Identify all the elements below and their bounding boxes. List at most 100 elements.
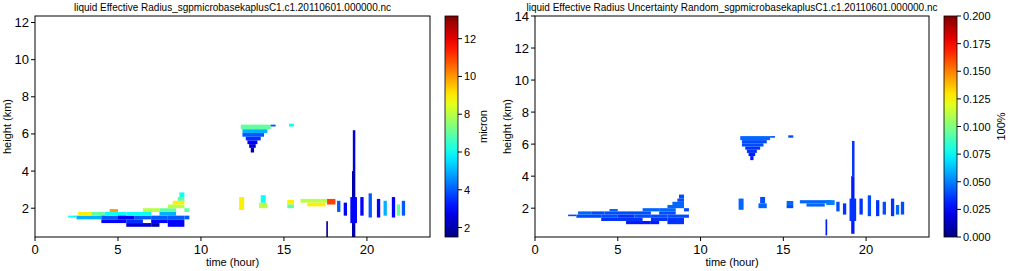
colorbar-tick-label: 0.075: [963, 148, 991, 160]
title: liquid Effective Radius_sgpmicrobasekapl…: [74, 2, 391, 13]
cell: [151, 223, 159, 227]
cell: [868, 195, 871, 216]
colorbar: [944, 16, 957, 237]
colorbar-tick: [957, 126, 961, 127]
cell: [740, 136, 770, 140]
colorbar-tick-label: 2: [464, 222, 470, 234]
cell: [679, 195, 684, 199]
cell: [384, 201, 387, 216]
cells: [568, 135, 904, 235]
cells: [68, 124, 405, 237]
x-tick-label: 0: [31, 242, 38, 257]
cell: [859, 199, 862, 215]
x-tick-label: 0: [531, 242, 538, 257]
cell: [684, 215, 689, 218]
y-tick: [31, 133, 35, 134]
y-tick-label: 4: [22, 164, 29, 179]
cell: [402, 201, 405, 216]
y-tick: [531, 80, 535, 81]
y-tick-label: 2: [522, 201, 529, 216]
cell: [609, 209, 617, 211]
colorbar-tick: [957, 154, 961, 155]
y-tick: [531, 16, 535, 17]
cell: [287, 205, 294, 209]
cell: [739, 199, 744, 210]
cell: [626, 211, 651, 214]
y-tick-label: 6: [22, 126, 29, 141]
cell: [618, 215, 635, 218]
colorbar-tick-label: 0.100: [963, 121, 991, 133]
y-tick: [531, 176, 535, 177]
x-tick: [35, 237, 36, 241]
cell: [667, 215, 684, 218]
y-tick: [531, 208, 535, 209]
cell: [76, 216, 101, 220]
x-tick: [700, 237, 701, 241]
y-tick-label: 8: [22, 89, 29, 104]
cell: [168, 205, 185, 209]
colorbar-tick-label: 12: [464, 33, 476, 45]
colorbar-tick: [957, 16, 961, 17]
x-tick-label: 5: [614, 242, 621, 257]
cell: [634, 215, 651, 218]
cell: [651, 221, 659, 224]
colorbar-tick: [458, 114, 462, 115]
cell: [151, 219, 168, 223]
cell: [350, 197, 357, 223]
x-axis-label: time (hour): [206, 256, 259, 268]
colorbar-tick-label: 0.175: [963, 38, 991, 50]
colorbar-tick-label: 0.200: [963, 10, 991, 22]
cell: [578, 211, 591, 214]
colorbar-tick: [458, 227, 462, 228]
x-tick-label: 20: [859, 242, 873, 257]
x-tick-label: 15: [776, 242, 790, 257]
x-tick: [366, 237, 367, 241]
y-tick-label: 6: [522, 137, 529, 152]
cell: [672, 202, 684, 205]
colorbar-tick: [957, 181, 961, 182]
cell: [242, 133, 264, 137]
y-tick: [531, 144, 535, 145]
colorbar-tick-label: 0.050: [963, 176, 991, 188]
figure: liquid Effective Radius_sgpmicrobasekapl…: [0, 0, 1019, 271]
cell: [760, 197, 765, 203]
cell: [659, 208, 676, 211]
y-tick: [531, 112, 535, 113]
colorbar-label: 100%: [995, 112, 1007, 140]
cell: [307, 203, 325, 207]
cell: [271, 125, 276, 127]
cell: [397, 205, 400, 216]
x-tick-label: 20: [360, 242, 374, 257]
colorbar-tick: [458, 152, 462, 153]
cell: [605, 211, 627, 214]
y-tick: [31, 208, 35, 209]
cell: [126, 223, 151, 227]
cell: [101, 216, 118, 220]
cell: [261, 195, 266, 202]
y-tick-label: 10: [15, 52, 29, 67]
cell: [651, 215, 668, 218]
colorbar-tick-label: 0.150: [963, 65, 991, 77]
cell: [626, 218, 643, 221]
cell: [173, 201, 185, 205]
plot-frame: [35, 16, 430, 237]
cell: [151, 216, 168, 220]
y-tick-label: 12: [15, 15, 29, 30]
cell: [251, 148, 254, 153]
y-tick: [31, 96, 35, 97]
cell: [159, 208, 176, 212]
cell: [184, 216, 189, 220]
cell: [135, 216, 152, 220]
cell: [168, 216, 185, 220]
cell: [168, 219, 185, 226]
cell: [159, 212, 176, 216]
x-tick: [535, 237, 536, 241]
cell: [184, 208, 189, 212]
cell: [601, 218, 626, 221]
x-tick-label: 10: [194, 242, 208, 257]
cell: [179, 192, 184, 197]
colorbar: [445, 16, 458, 237]
cell: [377, 199, 380, 218]
cell: [344, 203, 347, 216]
cell: [101, 219, 126, 223]
